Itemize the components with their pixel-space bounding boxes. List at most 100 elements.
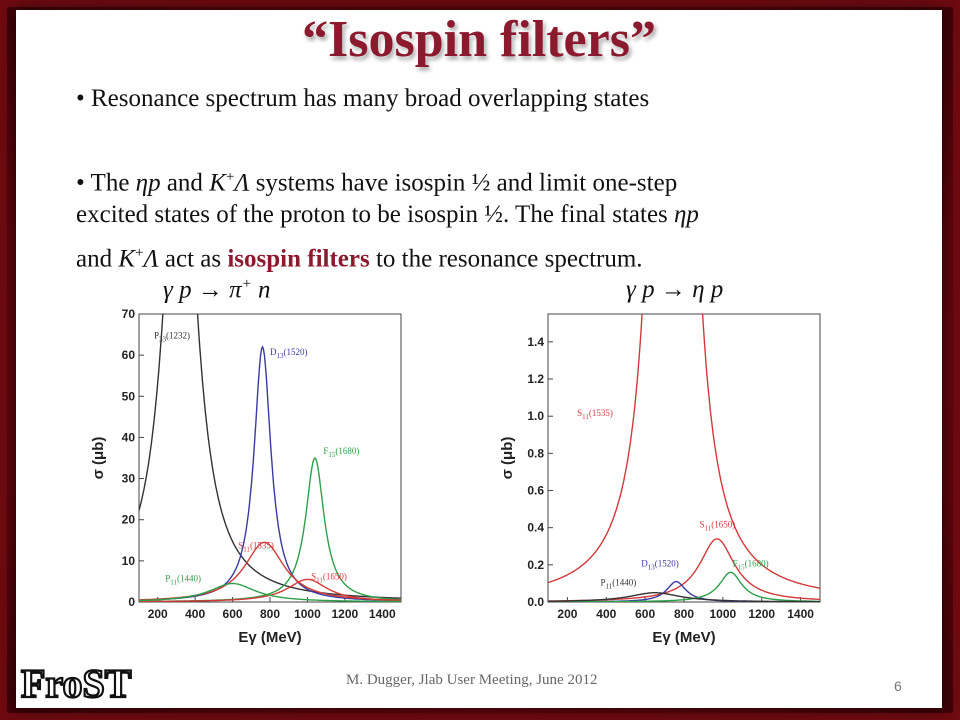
x-tick-label: 400 bbox=[596, 607, 616, 621]
bullet-1: • Resonance spectrum has many broad over… bbox=[76, 85, 650, 112]
series-label: P33(1232) bbox=[154, 331, 190, 344]
series-label-main: F bbox=[733, 559, 738, 569]
reaction-text: n bbox=[251, 276, 271, 304]
x-tick-label: 800 bbox=[674, 607, 694, 621]
slide-title: “Isospin filters” bbox=[302, 11, 656, 68]
series-label: F15(1680) bbox=[733, 559, 769, 572]
lambda-symbol: Λ bbox=[234, 169, 250, 197]
y-tick-label: 60 bbox=[122, 348, 136, 362]
x-tick-label: 1200 bbox=[748, 607, 775, 621]
x-tick-label: 1400 bbox=[369, 607, 396, 621]
y-tick-label: 20 bbox=[122, 513, 136, 527]
text-span: act as bbox=[158, 245, 228, 273]
series-curve bbox=[139, 541, 401, 601]
y-axis-label: σ (μb) bbox=[91, 437, 107, 480]
series-label-sub: 15 bbox=[738, 564, 746, 572]
x-tick-label: 200 bbox=[557, 607, 577, 621]
superscript: + bbox=[225, 169, 235, 185]
text-span: and bbox=[76, 245, 119, 273]
highlight-isospin-filters: isospin filters bbox=[227, 245, 370, 273]
y-tick-label: 30 bbox=[122, 472, 136, 486]
series-label-mass: (1520) bbox=[284, 347, 308, 357]
x-axis-label: Eγ (MeV) bbox=[652, 629, 715, 646]
series-label-mass: (1650) bbox=[323, 571, 347, 581]
x-tick-label: 200 bbox=[148, 607, 168, 621]
series-label-mass: (1232) bbox=[166, 331, 190, 341]
text-span: • The bbox=[76, 169, 136, 197]
y-tick-label: 1.2 bbox=[527, 372, 544, 386]
series-label: S11(1535) bbox=[577, 408, 613, 421]
series-label-sub: 11 bbox=[243, 546, 250, 554]
series-label: P11(1440) bbox=[600, 577, 636, 590]
series-label-sub: 11 bbox=[605, 582, 612, 590]
kaon-symbol: K bbox=[118, 245, 136, 273]
y-tick-label: 1.4 bbox=[527, 335, 544, 349]
plot-curves bbox=[139, 314, 401, 602]
y-tick-label: 0.2 bbox=[527, 558, 544, 572]
x-tick-label: 400 bbox=[185, 607, 205, 621]
series-label-mass: (1520) bbox=[655, 559, 679, 569]
series-label-main: S bbox=[577, 408, 582, 418]
x-tick-label: 1200 bbox=[332, 607, 359, 621]
series-label-sub: 11 bbox=[170, 578, 177, 586]
series-label-main: D bbox=[641, 559, 648, 569]
x-tick-label: 1000 bbox=[710, 607, 737, 621]
x-tick-label: 600 bbox=[223, 607, 243, 621]
bullet-2-line-2: excited states of the proton to be isosp… bbox=[76, 196, 699, 234]
frost-logo: FroST bbox=[20, 662, 133, 704]
series-label-main: P bbox=[165, 573, 170, 583]
series-label-main: S bbox=[238, 541, 243, 551]
y-tick-label: 0.8 bbox=[527, 446, 544, 460]
series-label-main: S bbox=[700, 520, 705, 530]
x-tick-label: 1400 bbox=[787, 607, 814, 621]
series-label: F15(1680) bbox=[323, 446, 359, 459]
series-label-mass: (1440) bbox=[612, 577, 636, 587]
series-label-sub: 33 bbox=[159, 336, 167, 344]
y-tick-label: 0 bbox=[128, 595, 135, 609]
bullet-2-line-1: • The ηp and K+Λ systems have isospin ½ … bbox=[76, 158, 677, 202]
series-label-mass: (1680) bbox=[335, 446, 359, 456]
series-curve bbox=[548, 314, 820, 589]
chart-eta-p: 200 400 600 800 1000 1200 1400 0.0 0.2 0.4 0.6 0.8 1… bbox=[499, 313, 821, 646]
text-span: to the resonance spectrum. bbox=[369, 245, 643, 273]
x-tick-label: 1000 bbox=[294, 607, 321, 621]
series-label: P11(1440) bbox=[165, 573, 201, 586]
series-label-sub: 11 bbox=[316, 576, 323, 584]
series-curve bbox=[139, 314, 401, 599]
eta-p-symbol: ηp bbox=[135, 169, 161, 197]
series-curve bbox=[548, 592, 820, 602]
lambda-symbol: Λ bbox=[143, 245, 159, 273]
x-axis-label: Eγ (MeV) bbox=[238, 629, 301, 646]
series-label-sub: 13 bbox=[648, 564, 656, 572]
series-label-mass: (1680) bbox=[745, 559, 769, 569]
series-label: S11(1535) bbox=[238, 541, 274, 554]
series-curve bbox=[139, 582, 401, 602]
series-label: S11(1650) bbox=[311, 571, 347, 584]
superscript: + bbox=[241, 276, 252, 292]
y-tick-label: 40 bbox=[122, 430, 136, 444]
series-label-mass: (1650) bbox=[711, 520, 735, 530]
x-tick-label: 800 bbox=[260, 607, 280, 621]
series-label: D13(1520) bbox=[641, 559, 679, 572]
y-axis-label: σ (μb) bbox=[499, 437, 516, 480]
series-label-mass: (1535) bbox=[250, 541, 274, 551]
x-tick-label: 600 bbox=[635, 607, 655, 621]
series-label-main: S bbox=[311, 571, 316, 581]
series-curve bbox=[548, 571, 820, 602]
y-tick-label: 0.6 bbox=[527, 484, 544, 498]
series-curve bbox=[548, 538, 820, 602]
series-label: D13(1520) bbox=[270, 347, 308, 360]
series-label-sub: 13 bbox=[277, 352, 285, 360]
series-label-sub: 15 bbox=[328, 451, 336, 459]
series-label: S11(1650) bbox=[700, 520, 736, 533]
y-tick-label: 0.0 bbox=[527, 595, 544, 609]
page-number: 6 bbox=[894, 678, 902, 694]
y-tick-label: 50 bbox=[122, 389, 136, 403]
bullet-2-line-3: and K+Λ act as isospin filters to the re… bbox=[76, 234, 643, 278]
slide: “Isospin filters” • Resonance spectrum h… bbox=[16, 10, 942, 708]
y-tick-label: 10 bbox=[122, 554, 136, 568]
series-curve bbox=[139, 345, 401, 602]
reaction-label-right: γ p → η p bbox=[626, 276, 724, 303]
y-tick-label: 1.0 bbox=[527, 409, 544, 423]
series-label-main: P bbox=[600, 577, 605, 587]
